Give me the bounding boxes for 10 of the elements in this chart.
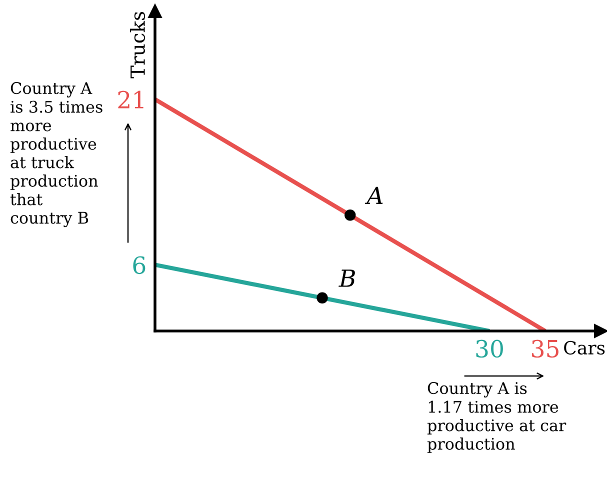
y-tick-label: 6 [133, 256, 146, 274]
x-tick-label: 30 [476, 340, 503, 358]
text: Country A is 1.17 times more productive at car production [427, 382, 566, 453]
text: Country A is 3.5 times more productive at truck production that country B [10, 82, 102, 228]
series-label: B [338, 270, 355, 287]
y-axis-title: Trucks [130, 12, 146, 78]
series-label: A [364, 186, 383, 204]
x-tick-label: 35 [532, 340, 558, 358]
x-axis-title: Cars [564, 340, 605, 355]
y-tick-label: 21 [118, 90, 144, 108]
